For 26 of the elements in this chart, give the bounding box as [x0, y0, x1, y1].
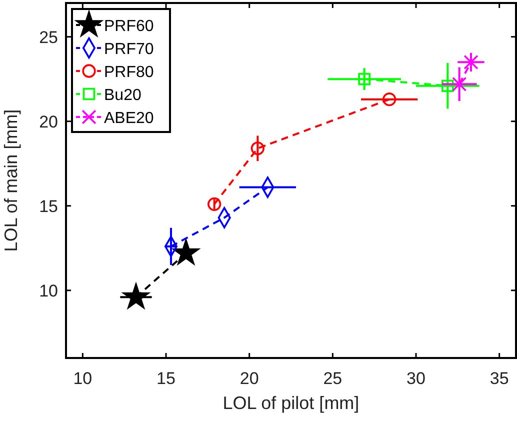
y-tick-label: 25 [39, 28, 58, 47]
y-tick-label: 10 [39, 281, 58, 300]
legend-label: PRF80 [104, 64, 154, 81]
y-tick-label: 20 [39, 112, 58, 132]
point [250, 142, 264, 156]
legend-label: Bu20 [104, 87, 142, 104]
x-tick-label: 10 [73, 369, 92, 388]
point [358, 72, 370, 86]
point [173, 240, 199, 264]
point [442, 80, 454, 92]
x-tick-label: 35 [490, 369, 509, 388]
point [452, 76, 467, 92]
x-axis-title: LOL of pilot [mm] [222, 393, 360, 413]
point [382, 92, 396, 106]
x-tick-label: 15 [156, 369, 176, 388]
point [208, 197, 222, 211]
point [123, 284, 149, 308]
x-tick-label: 20 [240, 369, 259, 388]
y-tick-label: 15 [39, 196, 58, 216]
legend-label: ABE20 [104, 110, 154, 127]
x-tick-label: 30 [406, 369, 426, 388]
legend-label: PRF70 [104, 41, 154, 58]
x-tick-label: 25 [323, 369, 342, 388]
y-axis-title: LOL of main [mm] [1, 109, 21, 252]
point [464, 54, 478, 70]
legend-label: PRF60 [104, 18, 154, 35]
